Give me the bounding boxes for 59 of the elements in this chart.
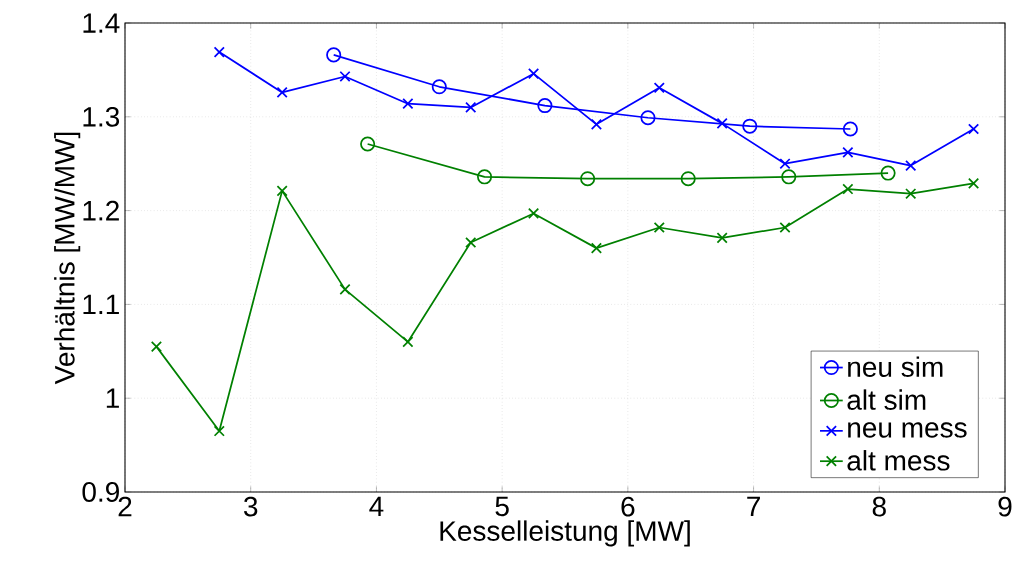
point xyxy=(326,47,342,63)
y-axis-title: Verhältnis [MW/MW] xyxy=(54,132,81,385)
point xyxy=(213,425,225,437)
point xyxy=(640,110,656,126)
point xyxy=(402,98,414,110)
point xyxy=(276,86,288,98)
point xyxy=(905,160,917,172)
point xyxy=(781,169,797,185)
x-tick-label: 8 xyxy=(872,496,886,517)
y-tick-label: 1 xyxy=(106,388,119,408)
x-tick-label: 5 xyxy=(495,496,509,517)
x-tick-label: 6 xyxy=(621,496,635,517)
y-tick-label: 1.2 xyxy=(83,200,119,221)
point xyxy=(477,169,493,185)
point xyxy=(360,136,376,152)
point xyxy=(213,46,225,58)
x-axis-title: Kesselleistung [MW] xyxy=(440,520,690,547)
x-tick-label: 9 xyxy=(998,496,1012,517)
point xyxy=(842,121,858,137)
point xyxy=(590,118,603,130)
point xyxy=(431,79,447,95)
point xyxy=(967,177,980,189)
point xyxy=(580,171,596,187)
point xyxy=(653,221,665,234)
legend-label: neu sim xyxy=(848,356,943,377)
point xyxy=(150,341,163,353)
point xyxy=(339,70,351,83)
point xyxy=(716,117,728,129)
point xyxy=(537,98,553,114)
point xyxy=(402,336,414,348)
legend-label: alt sim xyxy=(847,389,926,410)
x-tick-label: 3 xyxy=(244,496,258,517)
point xyxy=(527,207,540,219)
point xyxy=(967,123,980,135)
point xyxy=(590,242,603,254)
point xyxy=(779,221,791,234)
x-tick-label: 7 xyxy=(747,496,760,516)
point xyxy=(716,232,728,244)
point xyxy=(905,188,917,200)
legend-label: alt mess xyxy=(847,450,950,471)
point xyxy=(653,82,665,94)
point xyxy=(842,146,854,159)
legend-label: neu mess xyxy=(848,422,967,438)
point xyxy=(779,158,791,170)
point xyxy=(339,283,351,295)
y-tick-label: 1.4 xyxy=(83,13,120,33)
point xyxy=(680,171,696,187)
point xyxy=(465,101,477,114)
point xyxy=(880,165,896,181)
y-tick-label: 1.3 xyxy=(83,106,120,127)
y-tick-label: 1.1 xyxy=(83,294,119,315)
point xyxy=(842,183,854,195)
x-tick-label: 4 xyxy=(369,496,384,516)
point xyxy=(276,185,288,197)
x-tick-label: 2 xyxy=(118,496,132,517)
point xyxy=(527,68,540,80)
y-tick-label: 0.9 xyxy=(82,482,119,502)
point xyxy=(742,118,758,134)
point xyxy=(465,236,477,249)
